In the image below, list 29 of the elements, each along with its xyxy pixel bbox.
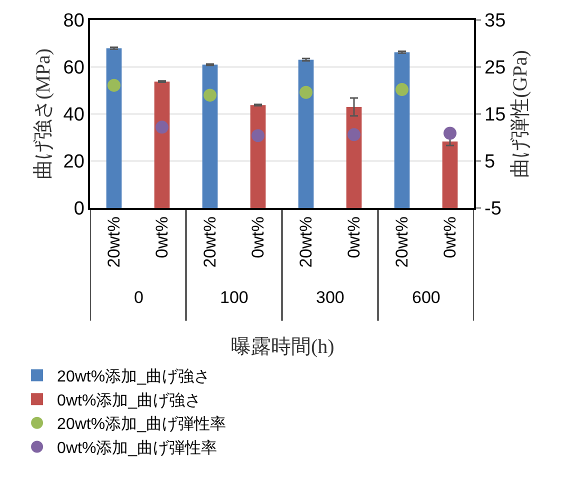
x-tick-label: 20wt%	[104, 216, 124, 268]
x-tick-label: 0wt%	[152, 216, 172, 258]
x-tick-label: 20wt%	[392, 216, 412, 268]
y-tick-label: 40	[63, 104, 84, 126]
x-axis-title: 曝露時間(h)	[231, 336, 334, 358]
text: 100	[220, 288, 248, 307]
legend-label: 0wt%添加_曲げ弾性率	[57, 438, 218, 457]
legend-label: 20wt%添加_曲げ強さ	[57, 368, 210, 386]
y-axis-title: 曲げ強さ(MPa)	[32, 48, 54, 180]
text: 0	[134, 288, 144, 307]
text: 600	[412, 288, 440, 307]
x-tick-label: 0wt%	[344, 216, 364, 258]
y-tick-label: 80	[63, 10, 84, 32]
legend-label: 20wt%添加_曲げ弾性率	[57, 415, 226, 434]
y2-tick-label: 15	[484, 104, 506, 126]
x-tick-label: 0wt%	[248, 216, 268, 258]
x-tick-label: 0wt%	[440, 216, 460, 258]
x-tick-label: 20wt%	[296, 216, 316, 268]
y-tick-label: 60	[63, 58, 84, 79]
legend-label: 0wt%添加_曲げ強さ	[57, 391, 202, 410]
y-tick-label: 0	[74, 198, 84, 220]
y2-axis-title: 曲げ弾性(GPa)	[510, 50, 532, 178]
y2-tick-label: 25	[484, 58, 506, 79]
y2-tick-label: 35	[484, 10, 506, 32]
y2-tick-label: -5	[484, 198, 502, 220]
x-tick-label: 20wt%	[200, 216, 220, 268]
text: 300	[316, 288, 344, 307]
y2-tick-label: 5	[484, 152, 496, 173]
y-tick-label: 20	[63, 152, 84, 173]
